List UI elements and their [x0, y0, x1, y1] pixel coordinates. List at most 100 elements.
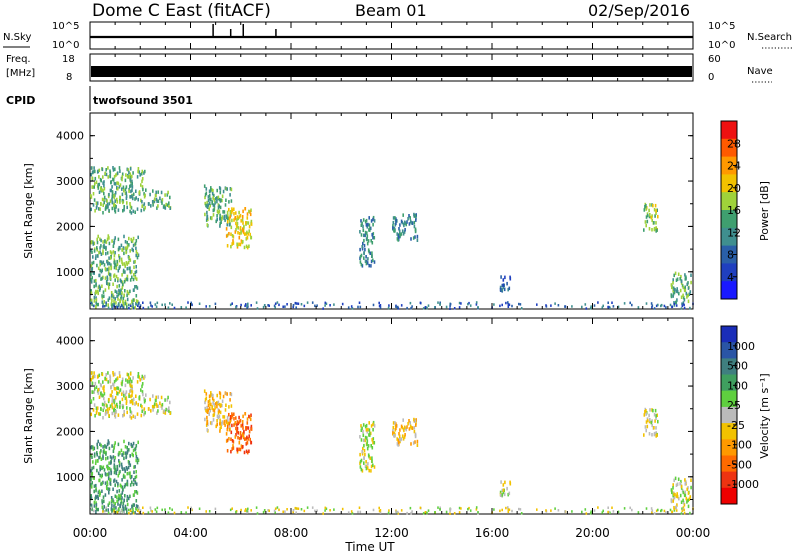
- echo-pixel: [98, 284, 101, 289]
- echo-pixel: [362, 228, 365, 232]
- echo-pixel: [133, 260, 135, 264]
- echo-pixel: [370, 239, 372, 243]
- echo-pixel: [240, 303, 242, 307]
- echo-pixel: [396, 232, 398, 236]
- echo-pixel: [95, 488, 97, 493]
- echo-pixel: [247, 232, 249, 236]
- echo-pixel: [116, 386, 118, 390]
- echo-pixel: [106, 480, 109, 484]
- echo-pixel: [268, 304, 270, 307]
- echo-pixel: [109, 379, 111, 383]
- echo-pixel: [649, 408, 651, 412]
- echo-pixel: [121, 453, 124, 457]
- echo-pixel: [209, 216, 212, 220]
- echo-pixel: [143, 412, 145, 417]
- echo-pixel: [135, 499, 138, 503]
- colorbar-swatch: [721, 156, 737, 175]
- echo-pixel: [131, 510, 134, 515]
- echo-pixel: [103, 200, 105, 205]
- echo-pixel: [210, 402, 212, 407]
- echo-pixel: [690, 485, 692, 490]
- echo-pixel: [123, 262, 126, 266]
- echo-pixel: [91, 266, 94, 271]
- beam-label: Beam 01: [355, 1, 427, 20]
- echo-pixel: [103, 405, 105, 410]
- echo-pixel: [519, 508, 522, 511]
- echo-pixel: [684, 273, 686, 277]
- echo-pixel: [502, 283, 505, 287]
- echo-pixel: [114, 468, 117, 472]
- colorbar-tick-label: 500: [727, 360, 748, 373]
- echo-pixel: [422, 307, 425, 310]
- echo-pixel: [215, 197, 217, 201]
- echo-pixel: [90, 377, 93, 382]
- echo-pixel: [132, 507, 134, 511]
- echo-pixel: [129, 204, 132, 209]
- echo-pixel: [115, 266, 118, 271]
- echo-pixel: [493, 303, 495, 306]
- echo-pixel: [469, 304, 472, 307]
- echo-pixel: [499, 509, 501, 513]
- echo-pixel: [96, 507, 98, 512]
- echo-pixel: [128, 189, 130, 193]
- echo-pixel: [205, 218, 208, 222]
- echo-pixel: [130, 206, 133, 210]
- echo-pixel: [235, 211, 237, 215]
- echo-pixel: [399, 233, 402, 237]
- echo-pixel: [364, 219, 367, 224]
- echo-pixel: [129, 178, 132, 182]
- colorbar-swatch: [721, 342, 737, 359]
- echo-pixel: [113, 400, 116, 405]
- echo-pixel: [477, 511, 479, 514]
- echo-pixel: [351, 512, 354, 515]
- colorbar-tick-label: 24: [727, 160, 741, 173]
- echo-pixel: [134, 475, 137, 480]
- echo-pixel: [185, 511, 187, 514]
- echo-pixel: [660, 303, 663, 307]
- echo-pixel: [409, 301, 412, 305]
- echo-pixel: [129, 509, 132, 513]
- echo-pixel: [206, 214, 209, 219]
- echo-pixel: [144, 398, 146, 403]
- echo-pixel: [233, 207, 235, 211]
- echo-pixel: [509, 275, 511, 280]
- echo-pixel: [125, 185, 128, 189]
- echo-pixel: [379, 306, 382, 309]
- echo-pixel: [282, 510, 284, 513]
- echo-pixel: [368, 263, 370, 268]
- echo-pixel: [392, 216, 395, 220]
- echo-pixel: [93, 454, 96, 458]
- echo-pixel: [102, 260, 105, 264]
- x-tick-label: 08:00: [274, 526, 309, 540]
- echo-pixel: [154, 303, 157, 306]
- echo-pixel: [119, 183, 122, 187]
- echo-pixel: [210, 216, 213, 221]
- echo-pixel: [168, 409, 170, 413]
- echo-pixel: [678, 291, 680, 296]
- echo-pixel: [246, 450, 249, 455]
- echo-pixel: [96, 263, 98, 268]
- echo-pixel: [303, 509, 306, 513]
- echo-pixel: [93, 504, 96, 508]
- echo-pixel: [91, 381, 94, 385]
- echo-pixel: [655, 209, 657, 213]
- echo-pixel: [102, 245, 105, 249]
- echo-pixel: [230, 187, 233, 192]
- echo-pixel: [117, 277, 119, 281]
- echo-pixel: [113, 398, 115, 403]
- echo-pixel: [673, 287, 675, 292]
- echo-pixel: [120, 279, 122, 284]
- echo-pixel: [238, 242, 240, 246]
- echo-pixel: [92, 460, 94, 464]
- echo-pixel: [545, 304, 547, 307]
- echo-pixel: [347, 306, 350, 309]
- echo-pixel: [292, 509, 295, 512]
- echo-pixel: [367, 222, 369, 227]
- echo-pixel: [655, 416, 657, 420]
- echo-pixel: [115, 205, 117, 209]
- echo-pixel: [97, 266, 100, 271]
- echo-pixel: [229, 215, 231, 219]
- echo-pixel: [412, 236, 415, 240]
- echo-pixel: [113, 305, 115, 308]
- echo-pixel: [644, 220, 647, 224]
